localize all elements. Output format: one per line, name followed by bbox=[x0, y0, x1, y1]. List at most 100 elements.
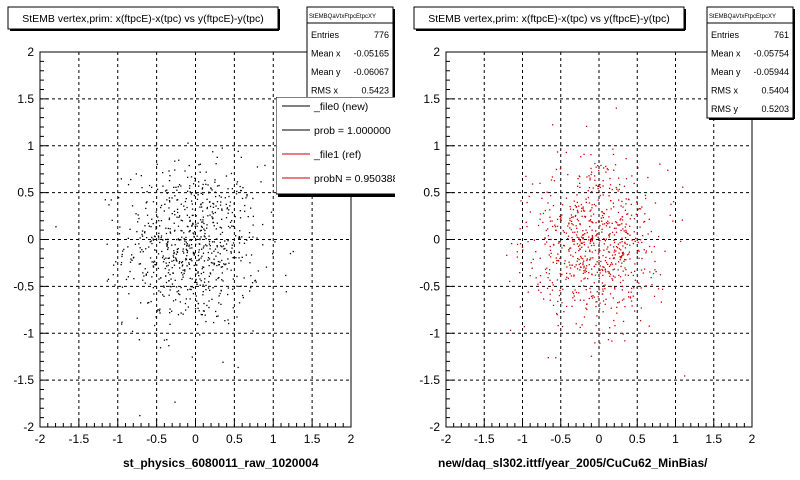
data-point bbox=[213, 262, 216, 264]
data-point bbox=[593, 296, 595, 298]
data-point bbox=[543, 298, 545, 300]
data-point bbox=[218, 295, 220, 297]
stats-label: Mean x bbox=[311, 49, 341, 59]
data-point bbox=[573, 275, 575, 277]
data-point bbox=[195, 239, 197, 241]
data-point bbox=[127, 246, 129, 248]
data-point bbox=[538, 289, 540, 291]
data-point bbox=[164, 190, 167, 192]
data-point bbox=[566, 272, 568, 274]
data-point bbox=[162, 255, 164, 257]
data-point bbox=[228, 262, 230, 264]
data-point bbox=[189, 288, 191, 290]
data-point bbox=[173, 256, 175, 258]
data-point bbox=[549, 216, 551, 218]
data-point bbox=[262, 223, 264, 226]
data-point bbox=[621, 200, 623, 203]
data-point bbox=[112, 274, 114, 276]
data-point bbox=[614, 276, 616, 278]
data-point bbox=[144, 232, 146, 234]
data-point bbox=[579, 182, 581, 184]
data-point bbox=[547, 357, 549, 359]
data-point bbox=[155, 211, 157, 213]
data-point bbox=[199, 206, 201, 208]
data-point bbox=[187, 306, 189, 308]
data-point bbox=[525, 175, 527, 177]
data-point bbox=[192, 232, 194, 234]
data-point bbox=[201, 248, 203, 250]
data-point bbox=[181, 236, 183, 238]
data-point bbox=[639, 208, 642, 210]
data-point bbox=[141, 235, 144, 237]
data-point bbox=[532, 258, 534, 260]
data-point bbox=[629, 244, 631, 246]
data-point bbox=[192, 293, 195, 295]
data-point bbox=[596, 315, 598, 317]
data-point bbox=[144, 231, 146, 233]
data-point bbox=[589, 177, 591, 179]
stats-label: RMS x bbox=[311, 86, 339, 96]
data-point bbox=[636, 252, 638, 254]
data-point bbox=[546, 287, 549, 290]
data-point bbox=[201, 268, 203, 270]
data-point bbox=[622, 270, 624, 272]
data-point bbox=[197, 222, 199, 224]
data-point bbox=[634, 310, 636, 312]
data-point bbox=[556, 262, 558, 264]
data-point bbox=[598, 289, 600, 291]
data-point bbox=[156, 163, 158, 165]
data-point bbox=[164, 267, 166, 270]
data-point bbox=[559, 218, 562, 220]
data-point bbox=[618, 177, 620, 179]
data-point bbox=[173, 230, 176, 232]
data-point bbox=[556, 218, 559, 220]
data-point bbox=[285, 291, 287, 293]
data-point bbox=[186, 251, 188, 254]
data-point bbox=[168, 217, 171, 219]
data-point bbox=[580, 242, 583, 244]
data-point bbox=[574, 215, 576, 217]
data-point bbox=[167, 242, 169, 244]
data-point bbox=[139, 415, 141, 417]
data-point bbox=[221, 209, 223, 211]
data-point bbox=[589, 225, 591, 228]
data-point bbox=[590, 209, 592, 211]
data-point bbox=[185, 241, 187, 243]
data-point bbox=[642, 272, 644, 274]
data-point bbox=[607, 169, 609, 171]
data-point bbox=[254, 279, 257, 281]
data-point bbox=[632, 242, 634, 245]
data-point bbox=[176, 260, 178, 262]
data-point bbox=[566, 276, 568, 278]
data-point bbox=[592, 295, 594, 297]
data-point bbox=[590, 240, 592, 243]
data-point bbox=[613, 239, 615, 241]
data-point bbox=[166, 199, 168, 201]
data-point bbox=[224, 264, 226, 266]
data-point bbox=[635, 237, 637, 240]
data-point bbox=[621, 252, 624, 254]
data-point bbox=[600, 217, 602, 219]
data-point bbox=[578, 205, 580, 207]
data-point bbox=[252, 330, 254, 332]
data-point bbox=[625, 158, 627, 160]
data-point bbox=[608, 271, 610, 273]
data-point bbox=[598, 260, 600, 262]
data-point bbox=[596, 291, 598, 293]
data-point bbox=[559, 289, 561, 292]
data-point bbox=[613, 246, 615, 248]
data-point bbox=[589, 220, 591, 222]
data-point bbox=[585, 125, 588, 127]
data-point bbox=[139, 251, 142, 253]
data-point bbox=[633, 182, 635, 185]
data-point bbox=[202, 284, 204, 286]
data-point bbox=[617, 190, 619, 192]
data-point bbox=[599, 269, 601, 271]
data-point bbox=[212, 202, 214, 205]
data-point bbox=[157, 267, 160, 269]
data-point bbox=[589, 242, 591, 244]
data-point bbox=[163, 285, 165, 287]
data-point bbox=[166, 265, 168, 267]
data-point bbox=[159, 291, 162, 293]
